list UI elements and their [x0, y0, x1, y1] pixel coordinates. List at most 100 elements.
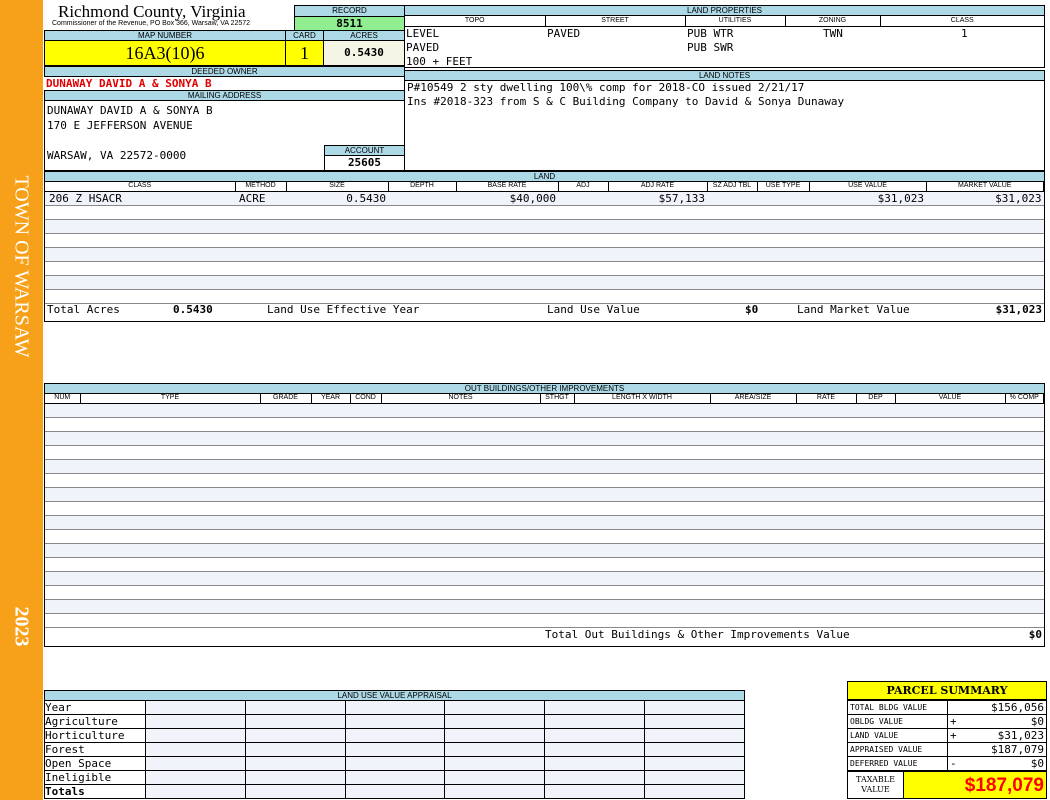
- outbuilding-cell: [1005, 515, 1044, 530]
- summary-row: DEFERRED VALUE - $0: [847, 756, 1047, 771]
- land-col-header: ADJ: [558, 181, 609, 192]
- outbuilding-row: [45, 529, 1044, 544]
- land-cell: [608, 289, 707, 304]
- outbuilding-row: [45, 599, 1044, 614]
- land-cell: [809, 205, 926, 220]
- land-cell: [809, 289, 926, 304]
- outbuilding-cell: [311, 417, 350, 432]
- outbuilding-cell: [710, 487, 796, 502]
- outbuilding-cell: [710, 403, 796, 418]
- outbuilding-cell: [856, 571, 895, 586]
- outbuilding-cell: [260, 501, 311, 516]
- outbuilding-cell: [540, 613, 574, 628]
- outbuilding-cell: [1005, 543, 1044, 558]
- outbuilding-cell: [260, 571, 311, 586]
- summary-value: $0: [959, 756, 1047, 771]
- outbuilding-cell: [1005, 431, 1044, 446]
- land-cell: [388, 219, 456, 234]
- outbuilding-cell: [895, 473, 1005, 488]
- land-row: [45, 219, 1044, 234]
- outbuilding-cell: [895, 445, 1005, 460]
- outbuilding-cell: [796, 501, 856, 516]
- land-properties: TOPO STREET UTILITIES ZONING CLASS LEVEL PAVE…: [404, 15, 1045, 68]
- outbuilding-cell: [260, 445, 311, 460]
- outbuilding-cell: [381, 557, 540, 572]
- outbuilding-row: [45, 501, 1044, 516]
- outbuilding-cell: [1005, 459, 1044, 474]
- land-cell: [608, 205, 707, 220]
- land-row: 206 Z HSACR ACRE 0.5430 $40,000 $57,133 $31,0…: [45, 191, 1044, 206]
- outbuilding-cell: [710, 613, 796, 628]
- outbuilding-cell: [311, 529, 350, 544]
- summary-label: APPRAISED VALUE: [847, 742, 948, 757]
- land-cell: [286, 289, 388, 304]
- land-cell: [45, 219, 235, 234]
- land-cell: [707, 205, 757, 220]
- outbuilding-cell: [260, 459, 311, 474]
- land-use-cell: [344, 714, 446, 729]
- outbuilding-cell: [1005, 403, 1044, 418]
- outbuilding-cell: [381, 543, 540, 558]
- land-cell: [926, 275, 1044, 290]
- outbuilding-cell: [796, 571, 856, 586]
- land-use-cell: [244, 700, 346, 715]
- outbuilding-cell: [856, 557, 895, 572]
- land-cell: [558, 289, 608, 304]
- outbuilding-cell: [796, 459, 856, 474]
- outbuilding-cell: [311, 613, 350, 628]
- land-use-cell: [444, 770, 546, 785]
- land-col-header: SZ ADJ TBL: [707, 181, 758, 192]
- outbuilding-row: [45, 571, 1044, 586]
- land-cell: [707, 275, 757, 290]
- outbuilding-col-header: NUM: [45, 393, 81, 404]
- land-use-value: $0: [745, 303, 759, 316]
- land-use-label: Open Space: [44, 756, 146, 771]
- land-use-cell: [145, 770, 246, 785]
- land-use-cell: [444, 742, 546, 757]
- land-cell: [388, 247, 456, 262]
- land-cell: [286, 205, 388, 220]
- summary-row: LAND VALUE + $31,023: [847, 728, 1047, 743]
- outbuilding-col-header: GRADE: [260, 393, 312, 404]
- land-use-row: Ineligible: [44, 770, 745, 785]
- land-cell: [757, 191, 809, 206]
- outbuilding-cell: [45, 557, 80, 572]
- land-use-cell: [544, 770, 646, 785]
- class-value: 1: [961, 27, 968, 40]
- outbuilding-cell: [350, 459, 381, 474]
- outbuilding-cell: [574, 571, 710, 586]
- outbuilding-cell: [80, 515, 260, 530]
- outbuilding-cell: [80, 613, 260, 628]
- outbuilding-cell: [311, 515, 350, 530]
- col-class: CLASS: [880, 16, 1044, 27]
- outbuilding-cell: [540, 445, 574, 460]
- outbuilding-cell: [796, 543, 856, 558]
- county-title: Richmond County, Virginia: [58, 2, 246, 21]
- outbuilding-cell: [80, 445, 260, 460]
- outbuilding-row: [45, 403, 1044, 418]
- outbuilding-cell: [350, 599, 381, 614]
- outbuilding-cell: [80, 501, 260, 516]
- land-cell: [757, 219, 809, 234]
- topo-value: PAVED: [406, 41, 440, 54]
- outbuilding-cell: [80, 557, 260, 572]
- land-use-cell: [244, 770, 346, 785]
- land-use-cell: [444, 756, 546, 771]
- land-use-cell: [544, 784, 646, 799]
- outbuilding-cell: [1005, 445, 1044, 460]
- map-number: 16A3(10)6: [44, 40, 286, 66]
- land-cell: [809, 219, 926, 234]
- outbuilding-cell: [1005, 571, 1044, 586]
- outbuilding-cell: [80, 529, 260, 544]
- outbuilding-cell: [80, 599, 260, 614]
- outbuilding-cell: [856, 599, 895, 614]
- land-cell: [456, 289, 558, 304]
- outbuilding-cell: [1005, 529, 1044, 544]
- land-use-cell: [145, 756, 246, 771]
- outbuilding-cell: [540, 515, 574, 530]
- outbuilding-cell: [574, 599, 710, 614]
- outbuilding-cell: [796, 613, 856, 628]
- outbuilding-cell: [80, 403, 260, 418]
- outbuildings-box: NUM TYPE GRADE YEAR COND NOTES STHGT LENGTH X W…: [44, 393, 1045, 647]
- outbuilding-cell: [350, 585, 381, 600]
